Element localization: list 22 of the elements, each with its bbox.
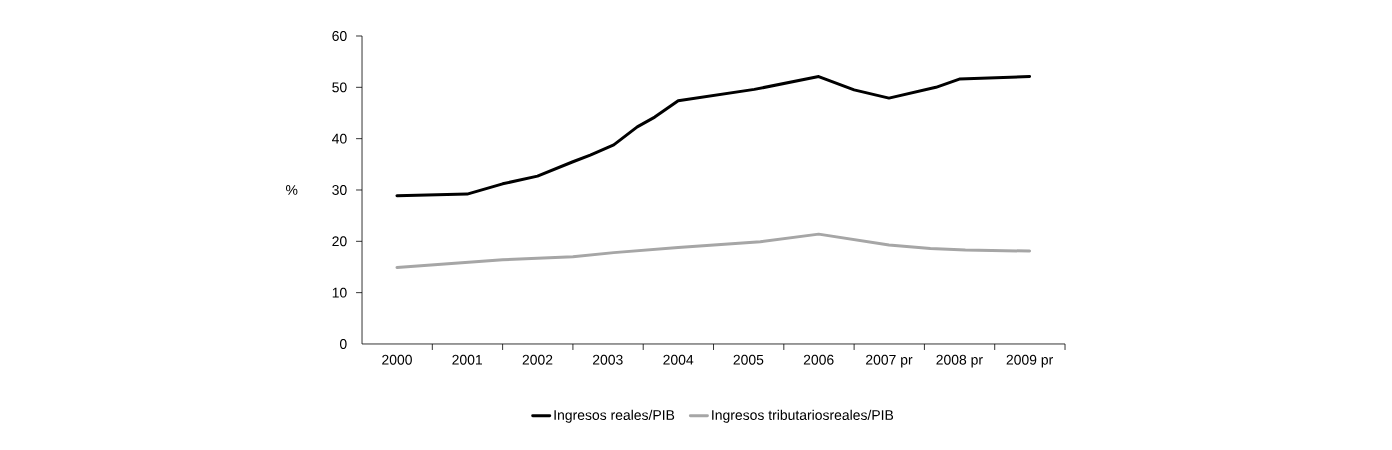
x-tick-label: 2005 bbox=[733, 354, 764, 365]
x-tick-label: 2003 bbox=[592, 354, 623, 365]
x-tick-label: 2004 bbox=[663, 354, 694, 365]
x-tick-label: 2001 bbox=[452, 354, 483, 365]
legend-label: Ingresos reales/PIB bbox=[554, 409, 675, 423]
legend-label: Ingresos tributariosreales/PIB bbox=[712, 409, 894, 423]
x-tick-label: 2009 pr bbox=[1006, 354, 1053, 368]
y-tick-label: 10 bbox=[332, 287, 347, 298]
x-tick-label: 2007 pr bbox=[866, 354, 913, 368]
x-tick-label: 2006 bbox=[803, 354, 834, 365]
y-tick-label: 20 bbox=[332, 236, 347, 247]
x-tick-label: 2000 bbox=[382, 354, 412, 365]
y-tick-label: 40 bbox=[332, 133, 347, 144]
line-series bbox=[395, 75, 1032, 198]
y-tick-label: 60 bbox=[332, 31, 347, 41]
x-tick-label: 2002 bbox=[522, 354, 553, 365]
line-series bbox=[395, 232, 1032, 269]
y-axis-title: % bbox=[286, 185, 298, 195]
y-tick-label: 50 bbox=[332, 82, 347, 93]
y-tick-label: 30 bbox=[332, 185, 347, 195]
y-tick-label: 0 bbox=[339, 339, 347, 349]
x-tick-label: 2008 pr bbox=[936, 354, 983, 368]
